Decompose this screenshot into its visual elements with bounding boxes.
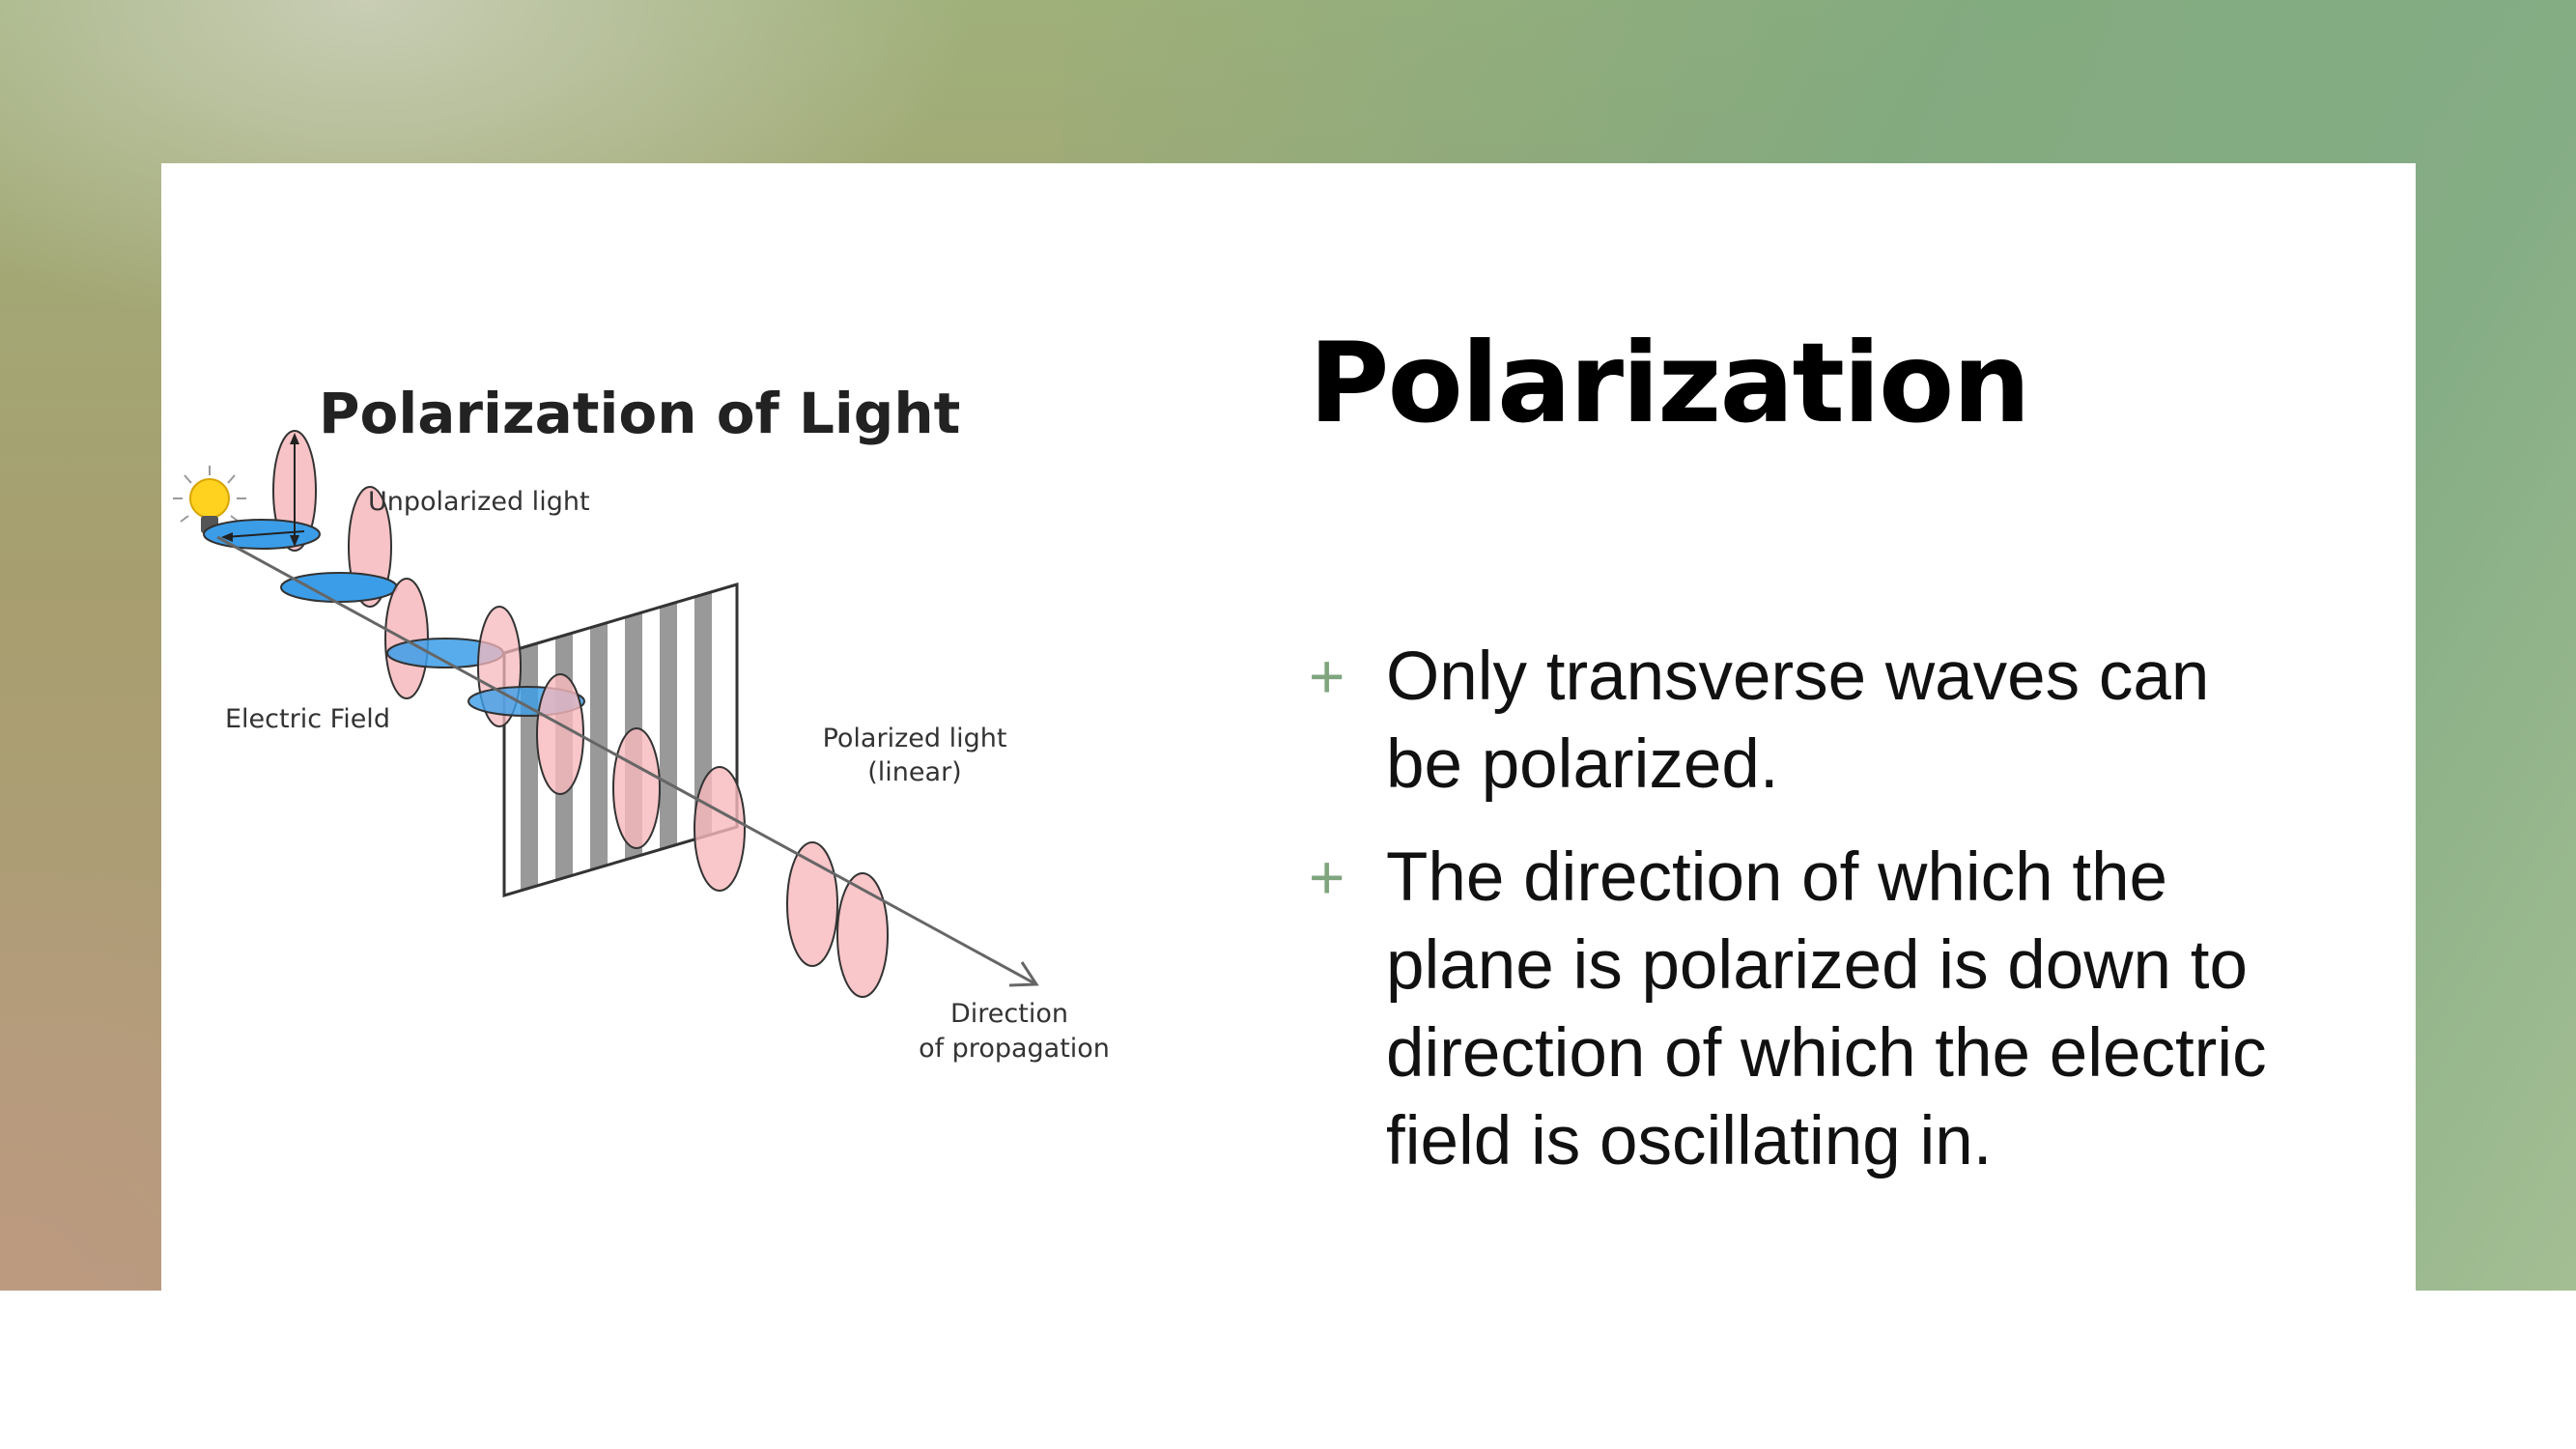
label-of-propagation: of propagation: [919, 1034, 1110, 1064]
label-unpolarized-light: Unpolarized light: [368, 487, 590, 517]
label-polarized-light: Polarized light: [823, 724, 1007, 753]
label-electric-field: Electric Field: [225, 704, 390, 734]
bullet-text: The direction of which the plane is pola…: [1386, 839, 2267, 1179]
bullet-item: + The direction of which the plane is po…: [1309, 834, 2284, 1185]
unpolarized-wave: [203, 430, 585, 727]
polarization-diagram: Polarization of Light: [173, 384, 1110, 1064]
bullet-list: + Only transverse waves can be polarized…: [1309, 633, 2284, 1210]
propagation-arrow: [216, 535, 1039, 987]
diagram-title: Polarization of Light: [319, 384, 960, 446]
label-polarized-linear: (linear): [867, 757, 961, 787]
polarized-wave: [536, 673, 889, 998]
plus-icon: +: [1309, 842, 1345, 912]
label-direction: Direction: [950, 999, 1068, 1029]
bullet-text: Only transverse waves can be polarized.: [1386, 639, 2210, 803]
slide-title: Polarization: [1309, 319, 2030, 447]
bullet-item: + Only transverse waves can be polarized…: [1309, 633, 2284, 809]
light-bulb-icon: [173, 466, 246, 533]
plus-icon: +: [1309, 641, 1345, 711]
